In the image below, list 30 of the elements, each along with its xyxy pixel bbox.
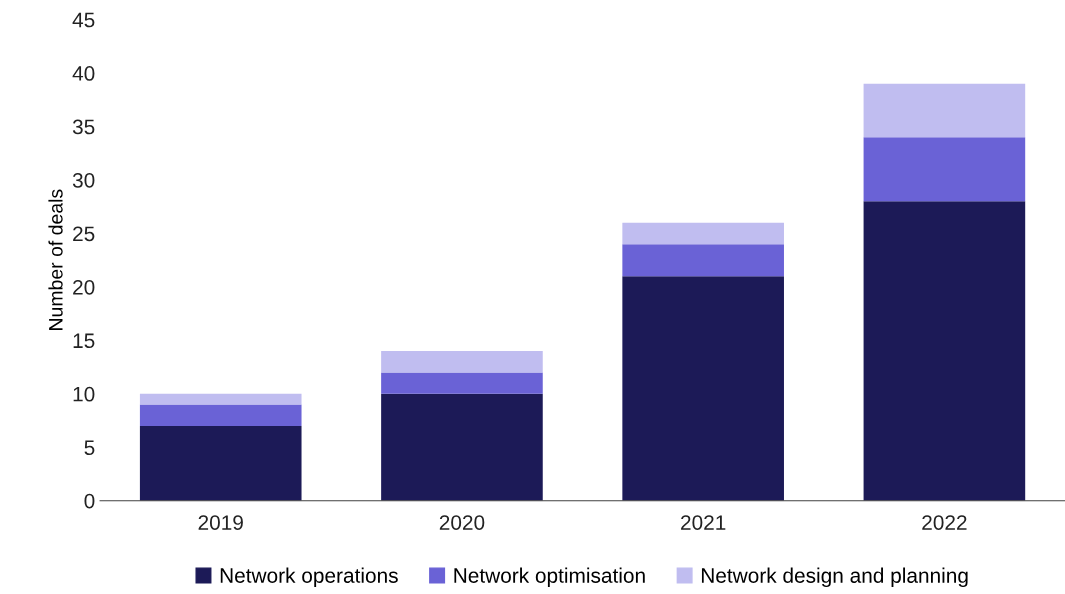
y-tick-label: 20 <box>73 279 95 295</box>
bar <box>622 244 784 277</box>
y-tick-label: 15 <box>73 333 95 349</box>
bar <box>622 276 784 501</box>
bar <box>863 201 1026 501</box>
x-tick-label: 2022 <box>922 515 967 530</box>
x-tick-label: 2021 <box>681 515 726 530</box>
bar <box>381 372 543 394</box>
legend-label: Network optimisation <box>454 567 645 588</box>
y-tick-label: 45 <box>72 12 95 28</box>
bar <box>139 425 302 501</box>
legend-label: Network operations <box>220 567 398 588</box>
bar <box>381 393 543 501</box>
bar <box>139 404 302 426</box>
y-tick-label: 25 <box>73 226 95 242</box>
y-tick-label: 10 <box>73 386 95 402</box>
bar <box>381 351 543 373</box>
y-axis-title: Number of deals <box>48 189 63 330</box>
x-tick-label: 2020 <box>439 515 485 530</box>
bar <box>139 393 302 405</box>
y-tick-label: 30 <box>72 172 95 188</box>
y-tick-label: 0 <box>84 493 95 509</box>
y-tick-label: 40 <box>72 66 95 81</box>
x-tick-label: 2019 <box>198 515 243 530</box>
y-tick-label: 5 <box>84 440 95 456</box>
bar <box>863 137 1026 202</box>
bar <box>863 83 1026 138</box>
legend-label: Network design and planning <box>701 567 968 588</box>
y-tick-label: 35 <box>72 119 95 135</box>
bar <box>622 222 784 245</box>
